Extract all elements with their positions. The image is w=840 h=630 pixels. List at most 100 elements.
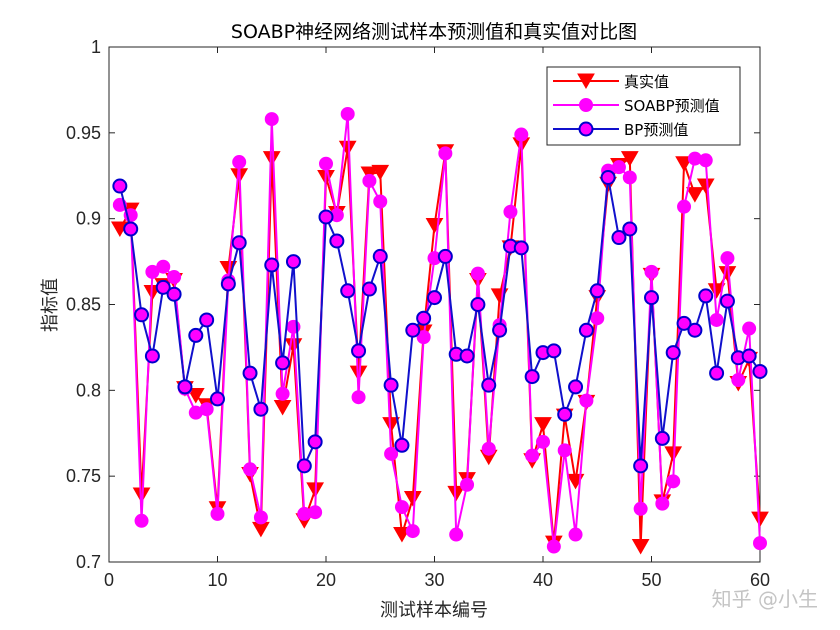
data-point [166,286,182,302]
data-point [167,270,182,285]
data-point [719,293,735,309]
data-point [231,235,247,251]
data-point [600,169,616,185]
data-point [753,536,767,551]
data-point [655,496,670,511]
data-point [405,322,421,338]
data-point [470,266,485,281]
data-point [590,311,605,326]
data-point [664,446,683,462]
legend-marker [579,98,593,112]
data-point [319,156,333,171]
data-point [394,437,410,453]
data-point [677,199,692,214]
x-tick-label: 60 [750,570,770,590]
series-layer [110,106,769,555]
y-tick-label: 0.8 [76,380,101,400]
y-tick-label: 0.7 [76,552,101,572]
y-tick-label: 0.95 [66,123,101,143]
x-tick-label: 40 [533,570,553,590]
y-tick-label: 0.85 [66,295,101,315]
data-point [698,153,713,168]
data-point [611,160,626,175]
data-point [438,146,453,161]
data-point [308,505,323,520]
data-point [741,348,757,364]
data-point [416,330,431,345]
ticks: 0 10 20 30 40 50 60 0.7 0.75 0.8 0.85 0.9 0.95 1 [66,37,770,590]
data-point [188,327,204,343]
data-point [275,386,290,401]
y-tick-label: 0.75 [66,466,101,486]
data-point [361,281,377,297]
data-point [186,387,205,404]
data-point [416,310,432,326]
data-point [253,510,268,525]
data-point [514,127,529,142]
data-point [698,288,714,304]
data-point [134,513,149,528]
data-point [731,373,746,388]
data-point [707,283,726,299]
data-point [253,401,269,417]
data-point [156,259,171,274]
legend: 真实值 SOABP预测值 BP预测值 [546,66,741,146]
data-point [362,173,377,188]
data-point [437,248,453,264]
data-point [144,348,160,364]
data-point [524,369,540,385]
data-point [546,343,562,359]
data-point [709,312,724,327]
data-point [546,539,561,554]
data-point [264,112,279,127]
data-point [210,506,225,521]
data-point [394,500,409,515]
legend-label: BP预测值 [624,121,688,139]
x-tick-label: 50 [641,570,661,590]
data-point [371,164,390,181]
data-point [199,402,214,417]
data-point [611,230,627,246]
data-point [405,524,420,539]
data-point [557,443,572,458]
data-point [644,290,659,306]
data-point [459,348,475,364]
legend-item: SOABP预测值 [553,97,720,115]
data-point [449,527,464,542]
data-point [622,221,638,237]
data-point [742,321,757,336]
legend-marker [578,121,594,137]
data-point [557,406,573,422]
data-point [351,343,367,359]
data-point [243,462,258,477]
data-point [403,490,422,507]
data-point [275,355,291,371]
data-point [264,257,280,273]
y-tick-label: 0.9 [76,209,101,229]
y-tick-label: 1 [91,37,101,57]
data-point [709,365,725,381]
data-point [525,448,540,463]
data-point [155,279,171,295]
data-point [534,417,552,433]
data-point [123,221,139,237]
data-point [620,151,639,167]
data-point [372,248,388,264]
data-point [427,290,442,306]
data-point [210,391,225,407]
data-point [503,204,518,219]
data-point [589,283,605,299]
data-point [676,315,692,331]
data-point [492,322,508,338]
legend-item: 真实值 [553,73,669,91]
data-point [134,307,150,323]
data-point [686,187,704,203]
data-point [696,178,715,195]
data-point [340,283,356,299]
data-point [666,474,681,489]
data-point [373,194,388,209]
legend-marker [577,73,595,90]
data-point [470,297,486,312]
data-point [296,458,312,474]
data-point [481,441,496,456]
